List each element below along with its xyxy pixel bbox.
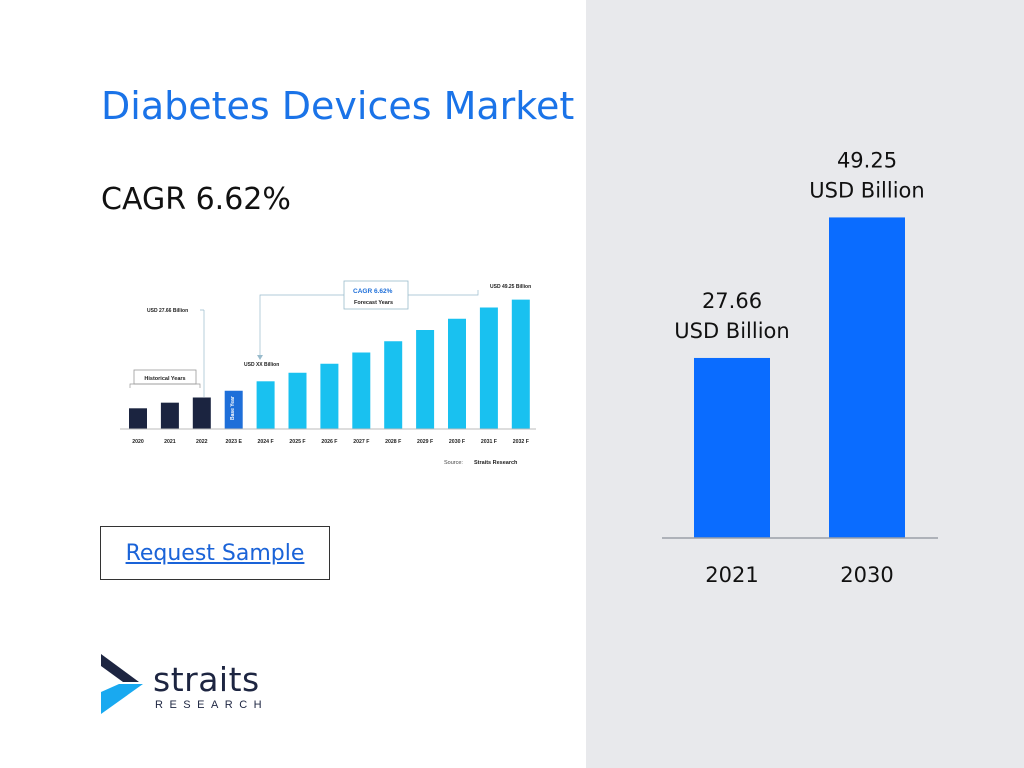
thumb-x-tick-2025-F: 2025 F <box>289 439 305 445</box>
thumb-cagr-box <box>343 280 409 310</box>
bar-2021 <box>694 357 770 538</box>
thumb-bar-2032-F <box>511 299 530 429</box>
thumb-x-tick-2028-F: 2028 F <box>385 439 401 445</box>
thumb-bar-2026-F <box>320 363 339 429</box>
bar-2030 <box>829 217 905 538</box>
thumb-x-tick-2023-E: 2023 E <box>225 439 242 445</box>
thumb-bar-2025-F <box>288 372 307 429</box>
thumb-bar-2029-F <box>416 330 435 429</box>
data-label-value-2030: 49.25 <box>837 148 897 172</box>
thumb-bar-2021 <box>160 402 179 429</box>
straits-logo: straits RESEARCH <box>99 652 269 716</box>
thumb-x-tick-2020: 2020 <box>132 439 144 445</box>
thumb-bar-2030-F <box>448 318 466 429</box>
thumb-x-tick-2024-F: 2024 F <box>258 439 274 445</box>
request-sample-box: Request Sample <box>100 526 330 580</box>
thumb-x-tick-2027-F: 2027 F <box>353 439 369 445</box>
thumb-x-tick-2032-F: 2032 F <box>513 439 529 445</box>
thumb-arrow-head <box>257 355 263 360</box>
thumb-cagr-label: CAGR 6.62% <box>353 288 393 295</box>
market-size-chart: 27.66 USD Billion 2021 49.25 USD Billion 2030 <box>662 148 938 587</box>
thumb-bar-2022 <box>192 397 211 429</box>
thumb-bar-2024-F <box>256 381 275 429</box>
thumb-bar-2023-E <box>224 390 243 429</box>
thumb-source-name: Straits Research <box>474 460 518 466</box>
thumb-x-tick-2029-F: 2029 F <box>417 439 433 445</box>
data-label-unit-2021: USD Billion <box>674 319 789 343</box>
thumb-x-tick-2021: 2021 <box>164 439 176 445</box>
thumb-start-value: USD 27.66 Billion <box>147 308 188 314</box>
thumb-source-prefix: Source: <box>444 460 463 466</box>
x-tick-2021: 2021 <box>705 563 758 587</box>
thumb-x-tick-2031-F: 2031 F <box>481 439 497 445</box>
thumb-x-tick-2022: 2022 <box>196 439 208 445</box>
data-label-unit-2030: USD Billion <box>809 178 924 202</box>
forecast-chart-thumbnail: 2020 2021 2022 2023 E 2024 F 2025 F 2026 F 2027… <box>120 280 536 466</box>
straits-logo-mark-icon <box>101 654 143 714</box>
thumb-bar-2020 <box>129 408 147 429</box>
thumb-start-connector <box>200 309 205 397</box>
data-label-value-2021: 27.66 <box>702 289 762 313</box>
page-title: Diabetes Devices Market <box>101 84 575 128</box>
thumb-connector-left <box>259 294 344 358</box>
logo-word: straits <box>153 660 260 699</box>
thumb-connector-right <box>408 290 479 296</box>
thumb-end-value: USD 49.25 Billion <box>490 284 531 290</box>
thumb-mid-value: USD XX Billion <box>244 362 279 368</box>
thumb-forecast-label: Forecast Years <box>354 300 393 306</box>
cagr-text: CAGR 6.62% <box>101 182 291 217</box>
thumb-x-tick-2030-F: 2030 F <box>449 439 465 445</box>
x-tick-2030: 2030 <box>840 563 893 587</box>
request-sample-link[interactable]: Request Sample <box>125 540 305 566</box>
thumb-historical-label: Historical Years <box>144 376 185 382</box>
right-panel <box>586 0 1024 768</box>
thumb-base-year-label: Base Year <box>230 396 236 420</box>
thumb-bar-2028-F <box>384 341 403 429</box>
thumb-bar-2031-F <box>479 307 498 429</box>
logo-subtitle: RESEARCH <box>155 699 269 711</box>
thumb-bar-2027-F <box>352 352 371 429</box>
thumb-historical-bracket <box>129 383 201 388</box>
thumb-x-tick-2026-F: 2026 F <box>321 439 337 445</box>
